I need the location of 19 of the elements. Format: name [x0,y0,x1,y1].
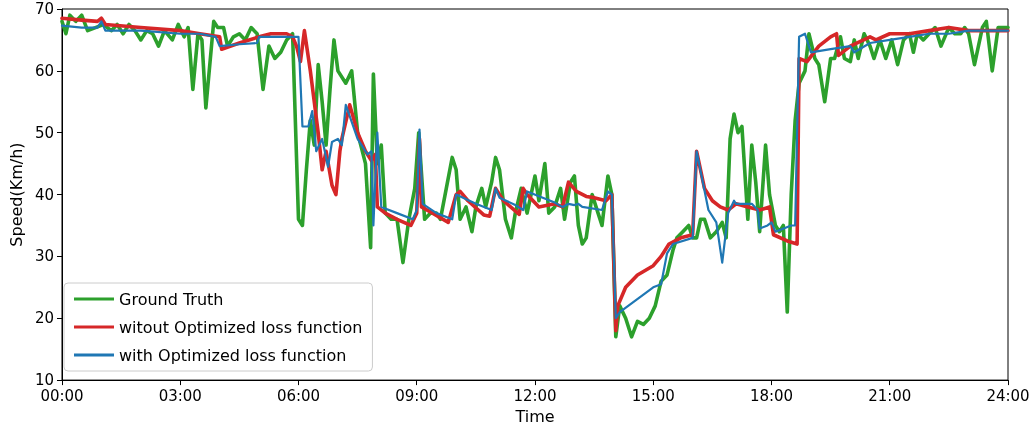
x-tick-label: 06:00 [276,386,321,405]
y-tick-label: 40 [34,185,54,204]
y-tick-label: 20 [34,309,54,328]
x-tick-label: 09:00 [395,386,439,405]
x-tick-label: 15:00 [631,386,675,405]
legend-label: with Optimized loss function [119,345,347,365]
x-tick-label: 21:00 [868,386,912,405]
y-tick-label: 30 [34,247,54,266]
legend-label: witout Optimized loss function [119,317,363,337]
y-tick-label: 50 [34,123,54,142]
x-tick-label: 12:00 [513,386,557,405]
x-tick-label: 18:00 [749,386,794,405]
x-axis-title: Time [514,406,555,426]
legend-label: Ground Truth [119,289,224,309]
y-axis-title: Speed(Km/h) [6,142,26,247]
y-tick-label: 70 [34,0,54,18]
y-tick-label: 60 [34,61,54,80]
x-tick-label: 03:00 [158,386,202,405]
x-tick-label: 24:00 [986,386,1030,405]
